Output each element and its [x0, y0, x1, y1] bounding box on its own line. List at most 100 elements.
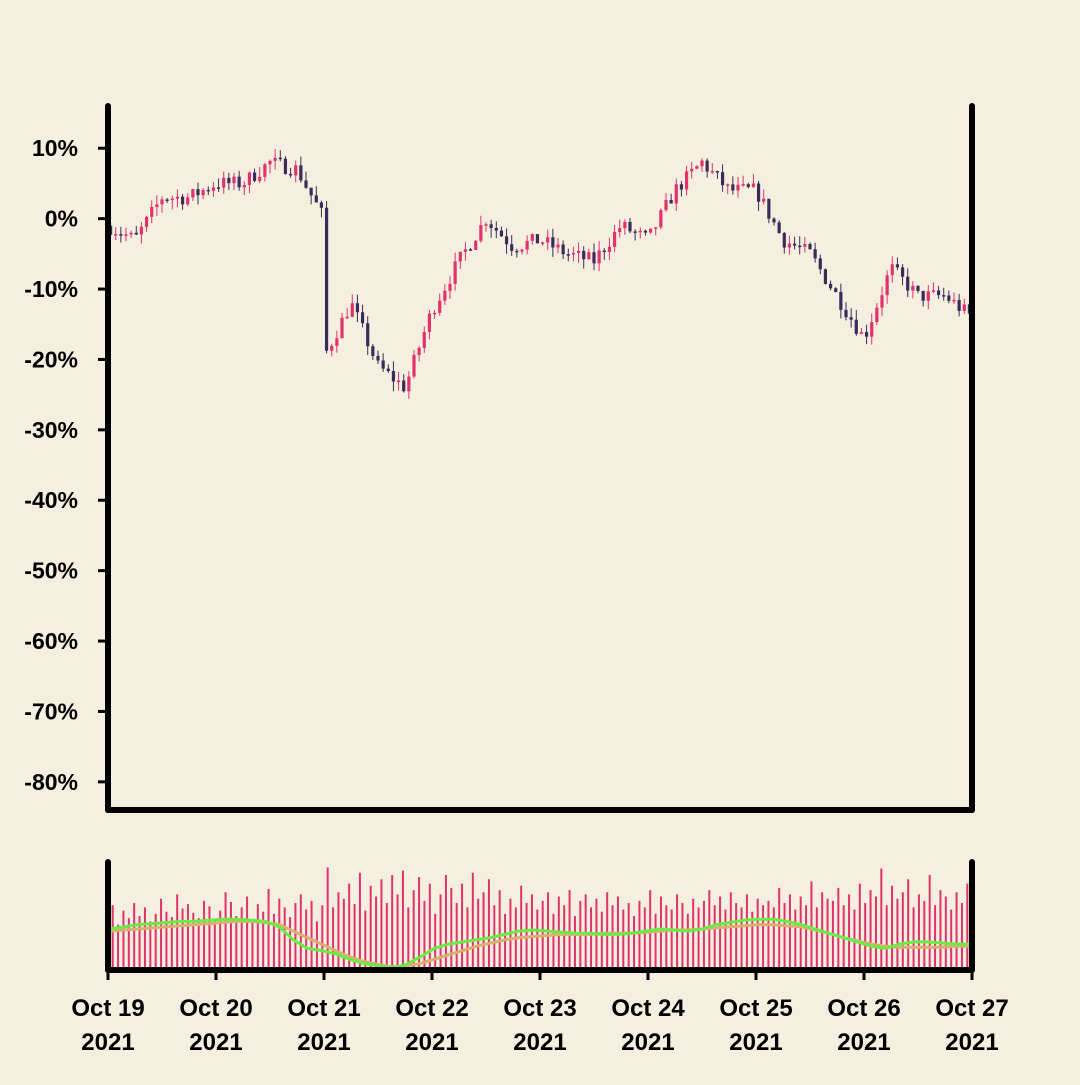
candle-body: [890, 264, 894, 276]
candle-body: [201, 189, 205, 196]
candle-body: [294, 165, 298, 176]
candle-body: [165, 199, 169, 201]
candle-body: [844, 309, 848, 318]
candle-body: [546, 237, 550, 243]
candle-body: [515, 250, 519, 253]
candle-body: [227, 177, 231, 184]
candle-body: [612, 231, 617, 247]
candle-body: [335, 338, 339, 346]
candle-body: [494, 227, 498, 231]
candle-body: [114, 234, 118, 236]
candle-body: [695, 166, 699, 169]
y-tick-label: -70%: [24, 698, 78, 724]
candle-body: [818, 258, 822, 270]
candle-body: [463, 249, 468, 252]
candle-body: [772, 218, 776, 223]
candle-body: [278, 157, 282, 160]
candle-body: [798, 245, 802, 248]
candle-body: [144, 216, 149, 227]
candle-body: [191, 189, 195, 198]
candle-body: [957, 299, 961, 311]
x-tick-label-date: Oct 26: [827, 995, 900, 1022]
candle-body: [859, 332, 864, 334]
candle-body: [715, 171, 720, 173]
candle-body: [407, 376, 411, 392]
candle-body: [787, 243, 792, 248]
candle-body: [417, 347, 421, 355]
candle-body: [309, 187, 313, 196]
x-tick-label-year: 2021: [81, 1029, 134, 1056]
candle-body: [381, 360, 385, 369]
candle-body: [880, 295, 884, 308]
candle-body: [283, 158, 288, 174]
candle-body: [782, 233, 786, 248]
candle-body: [962, 304, 966, 311]
candle-body: [258, 176, 262, 181]
candle-body: [669, 199, 673, 204]
candle-body: [216, 187, 221, 189]
candle-body: [746, 184, 750, 188]
x-tick-label-date: Oct 25: [719, 995, 792, 1022]
candle-body: [438, 300, 442, 313]
candle-body: [304, 180, 308, 188]
candle-body: [731, 184, 735, 191]
candle-body: [602, 250, 606, 253]
candle-body: [139, 226, 144, 235]
candle-body: [936, 290, 941, 296]
candle-body: [535, 234, 540, 244]
candle-body: [314, 195, 318, 203]
candle-body: [582, 250, 586, 260]
candle-body: [926, 291, 930, 301]
candle-body: [720, 172, 725, 186]
candle-body: [900, 267, 905, 277]
candle-body: [263, 164, 267, 177]
candle-body: [777, 222, 781, 234]
candle-body: [607, 246, 612, 253]
candle-body: [345, 316, 349, 319]
candle-body: [206, 189, 210, 192]
candle-body: [556, 244, 560, 248]
candle-body: [186, 197, 190, 205]
candle-body: [911, 285, 915, 291]
candle-body: [828, 283, 833, 289]
x-tick-label-year: 2021: [621, 1029, 674, 1056]
candle-body: [767, 198, 771, 219]
x-tick-label-date: Oct 24: [611, 995, 685, 1022]
candle-body: [736, 184, 740, 191]
candle-body: [299, 165, 303, 181]
candle-body: [252, 172, 257, 181]
candle-body: [654, 227, 658, 229]
candle-body: [921, 290, 925, 301]
candle-body: [119, 234, 123, 236]
candle-body: [813, 249, 817, 259]
candle-body: [371, 346, 375, 356]
candle-body: [443, 290, 447, 301]
candle-body: [170, 198, 174, 201]
candle-body: [618, 228, 622, 232]
y-tick-label: -30%: [24, 417, 78, 443]
x-tick-label-year: 2021: [945, 1029, 998, 1056]
y-tick-label: 10%: [32, 135, 78, 161]
candle-body: [366, 323, 370, 347]
candle-body: [792, 243, 797, 246]
candle-body: [396, 380, 401, 383]
candle-body: [952, 299, 956, 302]
candle-body: [160, 199, 164, 205]
candle-body: [468, 249, 473, 251]
axis-labels: 10% 0% -10% -20% -30% -40% -50% -60% -70% -80% Oct…: [24, 135, 1008, 1056]
candle-body: [155, 204, 159, 208]
x-tick-label-year: 2021: [513, 1029, 566, 1056]
candle-body: [129, 232, 133, 235]
candle-body: [566, 254, 570, 256]
candle-body: [839, 291, 843, 310]
candle-body: [942, 295, 946, 297]
candle-body: [510, 244, 514, 251]
candle-body: [592, 252, 596, 264]
x-tick-label-year: 2021: [297, 1029, 350, 1056]
y-tick-label: -10%: [24, 276, 78, 302]
candle-body: [849, 317, 853, 320]
candle-body: [340, 317, 344, 339]
volume-ma-line: [109, 919, 970, 969]
x-tick-label-date: Oct 19: [71, 995, 144, 1022]
candle-body: [633, 231, 637, 233]
